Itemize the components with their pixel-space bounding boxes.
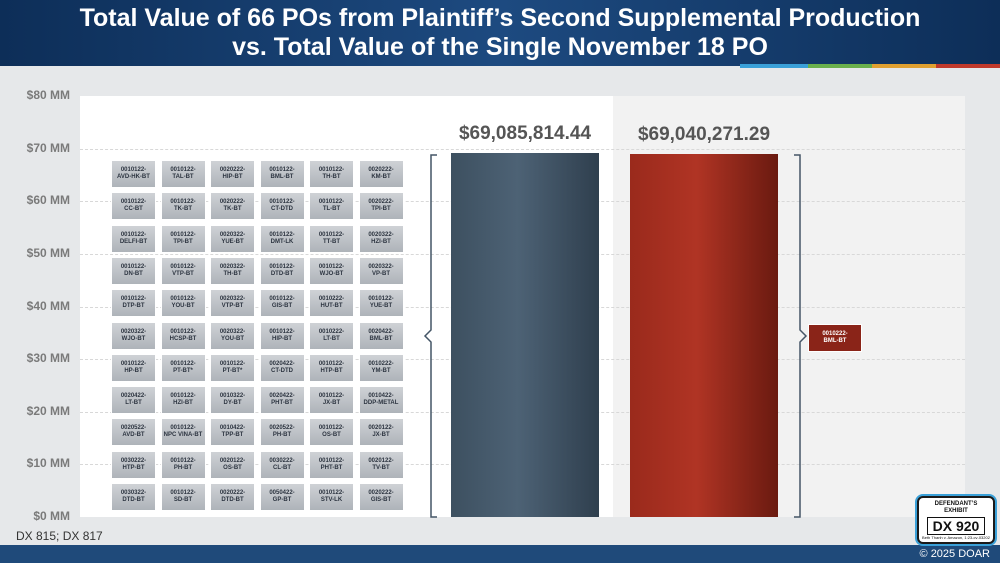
po-cell: 0020222- TPI-BT (358, 192, 404, 221)
accent-stripe-blue (740, 64, 808, 68)
accent-stripe-green (808, 64, 872, 68)
chart-title-line-1: Total Value of 66 POs from Plaintiff’s S… (79, 4, 921, 32)
po-cell: 0010122- WJO-BT (309, 256, 354, 285)
po-cell: 0010422- DDP-METAL (358, 386, 404, 415)
y-tick-label: $30 MM (26, 351, 70, 366)
po-cell: 0010122- SD-BT (160, 483, 206, 511)
po-cell: 0010122- VTP-BT (160, 256, 206, 285)
po-cell: 0010122- PT-BT* (160, 353, 206, 382)
bar-66-pos (451, 153, 599, 517)
po-cell: 0010222- YM-BT (358, 353, 404, 382)
y-tick-label: $20 MM (26, 403, 70, 418)
bar-single-po (630, 153, 778, 517)
po-cell: 0020222- DTD-BT (210, 483, 255, 511)
po-cell: 0010122- PH-BT (160, 450, 206, 479)
po-cell: 0010122- TL-BT (309, 192, 354, 221)
source-note: DX 815; DX 817 (16, 529, 103, 543)
po-cell: 0020122- JX-BT (358, 418, 404, 447)
po-cell: 0010122- YOU-BT (160, 289, 206, 318)
po-cell: 0010122- DELFI-BT (111, 224, 156, 253)
chart-title-line-2: vs. Total Value of the Single November 1… (232, 33, 768, 61)
po-cell: 0010322- DY-BT (210, 386, 255, 415)
exhibit-label: DEFENDANT’S EXHIBIT (934, 501, 978, 514)
po-cell: 0020422- LT-BT (111, 386, 156, 415)
accent-stripe-orange (872, 64, 936, 68)
po-cell: 0020422- CT-DTD (259, 353, 305, 382)
po-cell: 0020422- PHT-BT (259, 386, 305, 415)
po-cell: 0010122- STV-LK (309, 483, 354, 511)
po-cell: 0010122- CC-BT (111, 192, 156, 221)
po-cell: 0010122- TPI-BT (160, 224, 206, 253)
po-cell: 0010122- TK-BT (160, 192, 206, 221)
po-cell: 0020122- TV-BT (358, 450, 404, 479)
copyright: © 2025 DOAR (919, 548, 990, 560)
po-cell: 0010122- TAL-BT (160, 160, 206, 188)
po-cell: 0020122- OS-BT (210, 450, 255, 479)
po-cell: 0010222- HUT-BT (309, 289, 354, 318)
po-cell: 0020422- BML-BT (358, 321, 404, 350)
po-cell: 0010122- DTD-BT (259, 256, 305, 285)
po-cell: 0010122- BML-BT (259, 160, 305, 188)
po-cell: 0010122- HIP-BT (259, 321, 305, 350)
po-cell: 0050422- GP-BT (259, 483, 305, 511)
po-cell: 0030222- CL-BT (259, 450, 305, 479)
y-tick-label: $10 MM (26, 456, 70, 471)
po-cell: 0010122- HZI-BT (160, 386, 206, 415)
po-cell: 0020222- HIP-BT (210, 160, 255, 188)
po-cell: 0020322- TH-BT (210, 256, 255, 285)
y-tick-label: $40 MM (26, 298, 70, 313)
po-cell: 0030222- HTP-BT (111, 450, 156, 479)
left-bracket (423, 154, 437, 518)
accent-stripe-red (936, 64, 1000, 68)
po-cell: 0020322- WJO-BT (111, 321, 156, 350)
single-po-box: 0010222- BML-BT (808, 324, 862, 352)
title-banner (0, 0, 1000, 66)
exhibit-case: Beth Thanh v. Amazon, 1:23-cv-03202 (922, 535, 990, 540)
po-cell: 0010122- DTP-BT (111, 289, 156, 318)
po-cell: 0010122- DN-BT (111, 256, 156, 285)
po-cell: 0010122- NPC VINA-BT (160, 418, 206, 447)
gridline (80, 148, 965, 150)
po-cell: 0020322- YOU-BT (210, 321, 255, 350)
po-cell: 0010122- PHT-BT (309, 450, 354, 479)
po-cell: 0010122- GIS-BT (259, 289, 305, 318)
po-cell: 0020222- GIS-BT (358, 483, 404, 511)
po-cell: 0010122- JX-BT (309, 386, 354, 415)
po-cell: 0020322- VTP-BT (210, 289, 255, 318)
bar-value-label-66-pos: $69,085,814.44 (458, 123, 592, 145)
po-cell: 0020222- TK-BT (210, 192, 255, 221)
po-cell: 0010122- HP-BT (111, 353, 156, 382)
po-cell: 0010122- DMT-LK (259, 224, 305, 253)
po-cell: 0020322- HZI-BT (358, 224, 404, 253)
exhibit-number: DX 920 (927, 517, 985, 535)
po-cell: 0020222- KM-BT (358, 160, 404, 188)
po-cell: 0020322- VP-BT (358, 256, 404, 285)
y-tick-label: $80 MM (26, 88, 70, 102)
po-cell: 0020522- PH-BT (259, 418, 305, 447)
po-cell: 0010122- YUE-BT (358, 289, 404, 318)
po-cell: 0010122- PT-BT* (210, 353, 255, 382)
y-tick-label: $60 MM (26, 193, 70, 208)
po-cell: 0010122- AVD-HK-BT (111, 160, 156, 188)
po-cell: 0010122- HCSP-BT (160, 321, 206, 350)
po-cell: 0020522- AVD-BT (111, 418, 156, 447)
po-cell: 0030322- DTD-BT (111, 483, 156, 511)
y-tick-label: $0 MM (33, 509, 70, 523)
footer-bar (0, 545, 1000, 563)
y-tick-label: $50 MM (26, 245, 70, 260)
right-bracket (794, 154, 808, 518)
exhibit-sticker: DEFENDANT’S EXHIBIT DX 920 Beth Thanh v.… (917, 496, 995, 544)
po-cell: 0010122- OS-BT (309, 418, 354, 447)
y-tick-label: $70 MM (26, 140, 70, 155)
chart-title: Total Value of 66 POs from Plaintiff’s S… (0, 4, 1000, 62)
po-cell: 0010422- TPP-BT (210, 418, 255, 447)
po-cell: 0020322- YUE-BT (210, 224, 255, 253)
po-cell: 0010122- HTP-BT (309, 353, 354, 382)
po-cell: 0010122- CT-DTD (259, 192, 305, 221)
po-cell: 0010122- TH-BT (309, 160, 354, 188)
bar-value-label-single-po: $69,040,271.29 (637, 123, 771, 145)
po-cell: 0010122- TT-BT (309, 224, 354, 253)
po-cell: 0010222- LT-BT (309, 321, 354, 350)
